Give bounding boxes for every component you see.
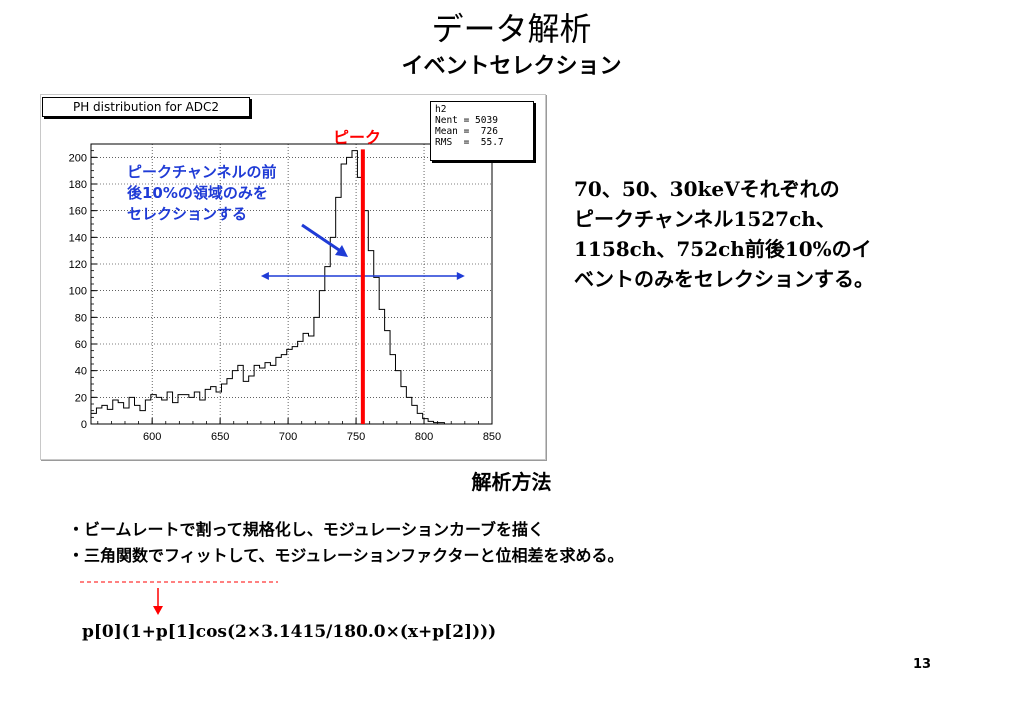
page-number: 13 [913,657,932,672]
stats-mean: Mean = 726 [435,126,498,137]
y-tick-label: 60 [75,339,87,351]
x-tick-label: 700 [279,431,297,443]
bullet-item: ・ビームレートで割って規格化し、モジュレーションカーブを描く [68,520,545,539]
annotation-text: ピークチャンネルの前 後10%の領域のみを セレクションする [127,162,277,225]
peak-label: ピーク [333,128,382,147]
y-tick-label: 120 [69,259,87,271]
y-tick-label: 20 [75,392,87,404]
bullet-item: ・三角関数でフィットして、モジュレーションファクターと位相差を求める。 [68,546,624,565]
annotation-line: ピークチャンネルの前 [127,163,277,181]
y-tick-label: 40 [75,366,87,378]
annotation-line: 後10%の領域のみを [127,184,268,202]
description-line: 1158ch、752ch前後10%のイ [574,237,872,261]
y-tick-label: 100 [69,286,87,298]
x-tick-label: 600 [143,431,161,443]
y-tick-label: 200 [69,152,87,164]
y-tick-label: 80 [75,312,87,324]
x-tick-label: 850 [483,431,501,443]
annotation-line: セレクションする [127,205,248,223]
x-tick-label: 750 [347,431,365,443]
x-tick-label: 800 [415,431,433,443]
method-bullets: ・ビームレートで割って規格化し、モジュレーションカーブを描く ・三角関数でフィッ… [68,517,624,569]
description-line: 70、50、30keVそれぞれの [574,177,840,201]
down-arrow-head [153,606,163,615]
x-tick-label: 650 [211,431,229,443]
y-tick-label: 140 [69,232,87,244]
method-title: 解析方法 [471,470,552,494]
plot-title-box: PH distribution for ADC2 [42,97,250,117]
range-arrow-head-left [260,272,269,280]
stats-box: h2 Nent = 5039 Mean = 726 RMS = 55.7 [430,101,534,161]
annotation-pointer-arrow [301,223,343,254]
stats-name: h2 [435,104,447,115]
slide-subtitle: イベントセレクション [401,54,622,79]
stats-nent: Nent = 5039 [435,115,498,126]
annotation-pointer-head [335,245,348,257]
y-tick-label: 0 [81,419,87,431]
histogram-plot: 0 20 40 60 80 100 120 140 160 180 200 600 650 700 750 8… [69,143,501,443]
slide-title: データ解析 [431,10,592,48]
selection-description: 70、50、30keVそれぞれの ピークチャンネル1527ch、 1158ch、… [574,174,874,294]
fit-formula: p[0](1+p[1]cos(2×3.1415/180.0×(x+p[2]))) [82,622,497,642]
y-tick-label: 180 [69,179,87,191]
stats-rms: RMS = 55.7 [435,137,504,148]
range-arrow-head-right [456,272,465,280]
y-tick-label: 160 [69,206,87,218]
description-line: ベントのみをセレクションする。 [574,267,874,291]
description-line: ピークチャンネル1527ch、 [574,207,836,231]
histogram-series [91,150,492,425]
